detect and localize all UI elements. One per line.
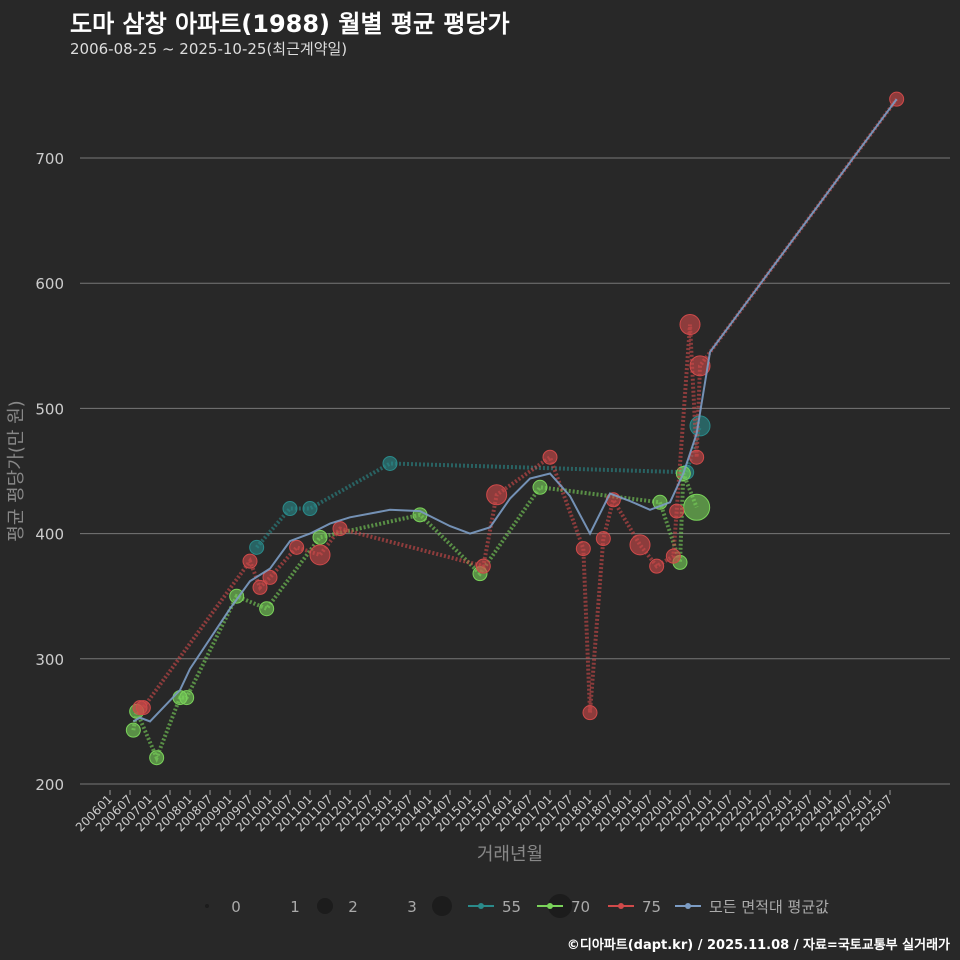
y-tick-label: 500 <box>35 400 64 418</box>
data-point-70 <box>179 690 195 706</box>
y-tick-label: 700 <box>35 150 64 168</box>
legend-label: 70 <box>571 898 590 916</box>
data-point-70 <box>312 529 328 545</box>
data-point-75 <box>689 449 705 465</box>
size-legend-label: 0 <box>231 898 241 916</box>
data-point-75 <box>575 541 591 557</box>
data-point-75 <box>595 531 611 547</box>
data-point-75 <box>309 544 331 566</box>
data-point-75 <box>242 553 258 569</box>
data-point-75 <box>542 449 558 465</box>
data-point-55 <box>302 501 318 517</box>
series-line-55 <box>255 425 702 549</box>
legend-label: 55 <box>502 898 521 916</box>
x-axis-label: 거래년월 <box>477 844 543 865</box>
chart-title: 도마 삼창 아파트(1988) 월별 평균 평당가 <box>70 10 510 38</box>
data-point-75 <box>689 355 711 377</box>
data-point-70 <box>149 750 165 766</box>
series-line-75 <box>140 97 899 713</box>
y-axis-label: 평균 평당가(만 원) <box>6 400 27 541</box>
size-legend-label: 1 <box>290 898 300 916</box>
size-legend-marker <box>205 904 209 908</box>
legend-label: 모든 면적대 평균값 <box>709 898 829 916</box>
data-point-70 <box>229 588 245 604</box>
y-tick-label: 600 <box>35 275 64 293</box>
credit: ©디아파트(dapt.kr) / 2025.11.08 / 자료=국토교통부 실… <box>566 938 950 953</box>
legend-label: 75 <box>642 898 661 916</box>
data-point-75 <box>649 558 665 574</box>
size-legend-label: 2 <box>348 898 358 916</box>
data-point-55 <box>282 501 298 517</box>
legend-dot <box>478 903 484 909</box>
legend-dot <box>618 903 624 909</box>
data-point-75 <box>289 539 305 555</box>
data-point-75 <box>135 700 151 716</box>
data-point-75 <box>332 521 348 537</box>
chart-subtitle: 2006-08-25 ~ 2025-10-25(최근계약일) <box>70 40 348 58</box>
data-point-75 <box>252 579 268 595</box>
data-point-75 <box>679 314 701 336</box>
size-legend-marker <box>432 896 452 916</box>
data-point-70 <box>532 479 548 495</box>
data-point-75 <box>262 569 278 585</box>
data-point-55 <box>249 539 265 555</box>
size-legend-label: 3 <box>407 898 417 916</box>
data-point-75 <box>629 534 651 556</box>
data-point-70 <box>259 601 275 617</box>
data-point-70 <box>125 722 141 738</box>
size-legend-marker <box>317 898 333 914</box>
legend-dot <box>547 903 553 909</box>
data-point-75 <box>486 484 508 506</box>
legend-dot <box>685 903 691 909</box>
data-point-75 <box>475 558 491 574</box>
data-point-75 <box>582 705 598 721</box>
data-point-70 <box>683 493 711 521</box>
y-tick-label: 400 <box>35 526 64 544</box>
series-line-모든 면적대 평균값 <box>132 98 898 723</box>
y-tick-label: 200 <box>35 776 64 794</box>
data-point-75 <box>669 503 685 519</box>
data-point-55 <box>382 455 398 471</box>
y-tick-label: 300 <box>35 651 64 669</box>
data-point-75 <box>665 548 681 564</box>
